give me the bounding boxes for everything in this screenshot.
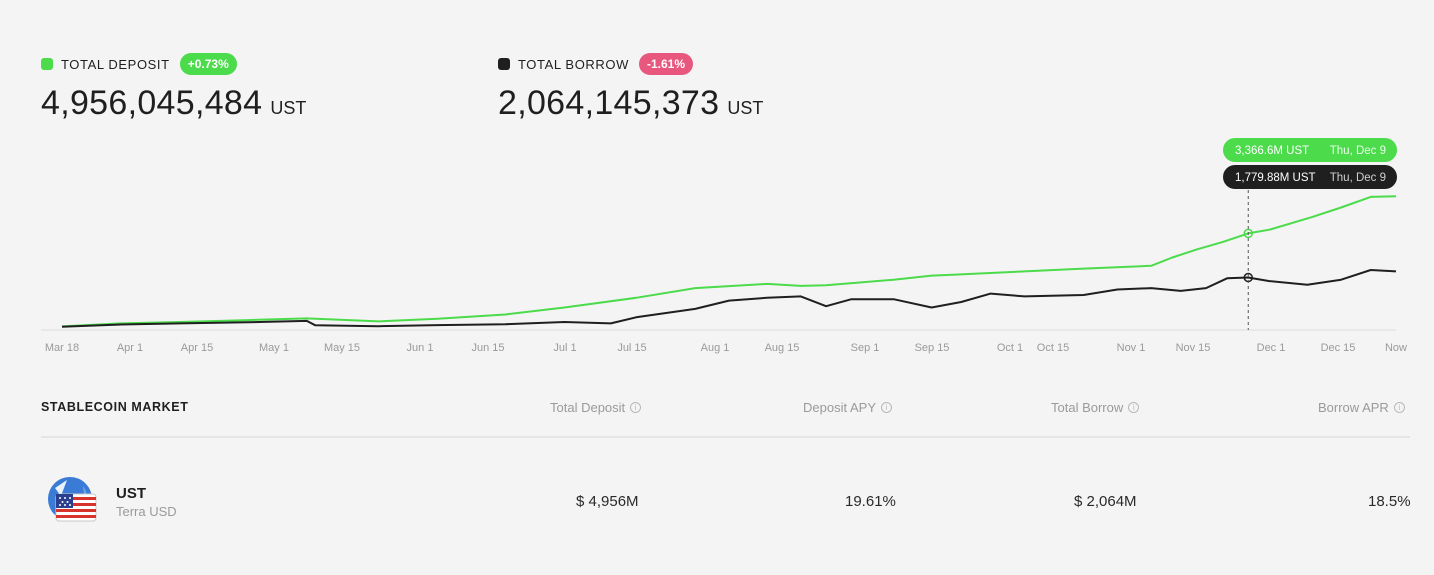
total-deposit-cell: $ 4,956M [576,493,639,510]
info-icon[interactable]: i [881,402,892,413]
deposit-legend-swatch [41,58,53,70]
x-tick-label: Aug 1 [701,342,730,354]
borrow-tooltip-date: Thu, Dec 9 [1330,172,1386,184]
stablecoin-market-title: STABLECOIN MARKET [41,400,189,414]
deposit-tooltip-date: Thu, Dec 9 [1330,145,1386,157]
total-borrow-cell: $ 2,064M [1074,493,1137,510]
total-deposit-summary: TOTAL DEPOSIT +0.73% 4,956,045,484 UST [41,52,306,123]
x-tick-label: Nov 1 [1117,342,1146,354]
total-borrow-summary: TOTAL BORROW -1.61% 2,064,145,373 UST [498,52,763,123]
deposit-borrow-chart[interactable]: Mar 18 Apr 1 Apr 15 May 1 May 15 Jun 1 Jun 15 J… [0,130,1434,360]
total-deposit-unit: UST [270,98,307,118]
column-deposit-apy: Deposit APY i [803,400,892,415]
stablecoin-market-header: STABLECOIN MARKET Total Deposit i Deposi… [41,396,1410,418]
x-tick-label: Sep 15 [915,342,950,354]
x-tick-label: Oct 1 [997,342,1023,354]
table-row[interactable]: UST Terra USD $ 4,956M 19.61% $ 2,064M 1… [41,470,1411,530]
table-divider [41,436,1410,438]
x-tick-label: Jun 1 [407,342,434,354]
x-tick-label: Aug 15 [765,342,800,354]
borrow-tooltip-value: 1,779.88M UST [1235,172,1316,184]
total-deposit-label: TOTAL DEPOSIT [61,56,170,72]
x-tick-label: Nov 15 [1176,342,1211,354]
x-tick-label: Jun 15 [471,342,504,354]
x-tick-label: Apr 1 [117,342,143,354]
coin-name: Terra USD [116,504,177,519]
column-total-borrow-label: Total Borrow [1051,400,1124,415]
coin-symbol: UST [116,485,146,502]
x-tick-label: Dec 15 [1321,342,1356,354]
x-tick-label: Dec 1 [1257,342,1286,354]
x-tick-label: Mar 18 [45,342,79,354]
deposit-hover-point [1243,228,1253,239]
column-borrow-apr: Borrow APR i [1318,400,1405,415]
deposit-tooltip: 3,366.6M UST Thu, Dec 9 [1223,138,1397,162]
deposit-change-badge: +0.73% [179,53,237,75]
x-tick-label: Jul 1 [553,342,576,354]
column-total-deposit: Total Deposit i [550,400,642,415]
total-borrow-value: 2,064,145,373 [498,84,720,122]
x-tick-label: Oct 15 [1037,342,1069,354]
info-icon[interactable]: i [1393,402,1405,413]
borrow-change-badge: -1.61% [638,53,693,75]
terra-ust-icon [48,477,97,522]
deposit-apy-cell: 19.61% [845,493,896,510]
x-tick-label: May 15 [324,342,360,354]
x-tick-label: May 1 [259,342,289,354]
borrow-series-line [61,269,1397,328]
total-deposit-value: 4,956,045,484 [41,84,263,122]
x-tick-label: Apr 15 [181,342,213,354]
total-borrow-label: TOTAL BORROW [518,56,629,72]
column-deposit-apy-label: Deposit APY [803,400,876,415]
x-tick-label: Now [1385,342,1407,354]
column-total-deposit-label: Total Deposit [550,400,626,415]
total-borrow-unit: UST [727,98,764,118]
deposit-tooltip-value: 3,366.6M UST [1235,145,1309,157]
borrow-apr-cell: 18.5% [1368,493,1411,510]
column-borrow-apr-label: Borrow APR [1318,400,1389,415]
column-total-borrow: Total Borrow i [1051,400,1140,415]
deposit-series-line [61,195,1397,328]
info-icon[interactable]: i [630,402,642,413]
borrow-tooltip: 1,779.88M UST Thu, Dec 9 [1223,165,1397,189]
info-icon[interactable]: i [1128,402,1140,413]
borrow-legend-swatch [498,58,510,70]
x-tick-label: Jul 15 [617,342,646,354]
x-tick-label: Sep 1 [851,342,880,354]
